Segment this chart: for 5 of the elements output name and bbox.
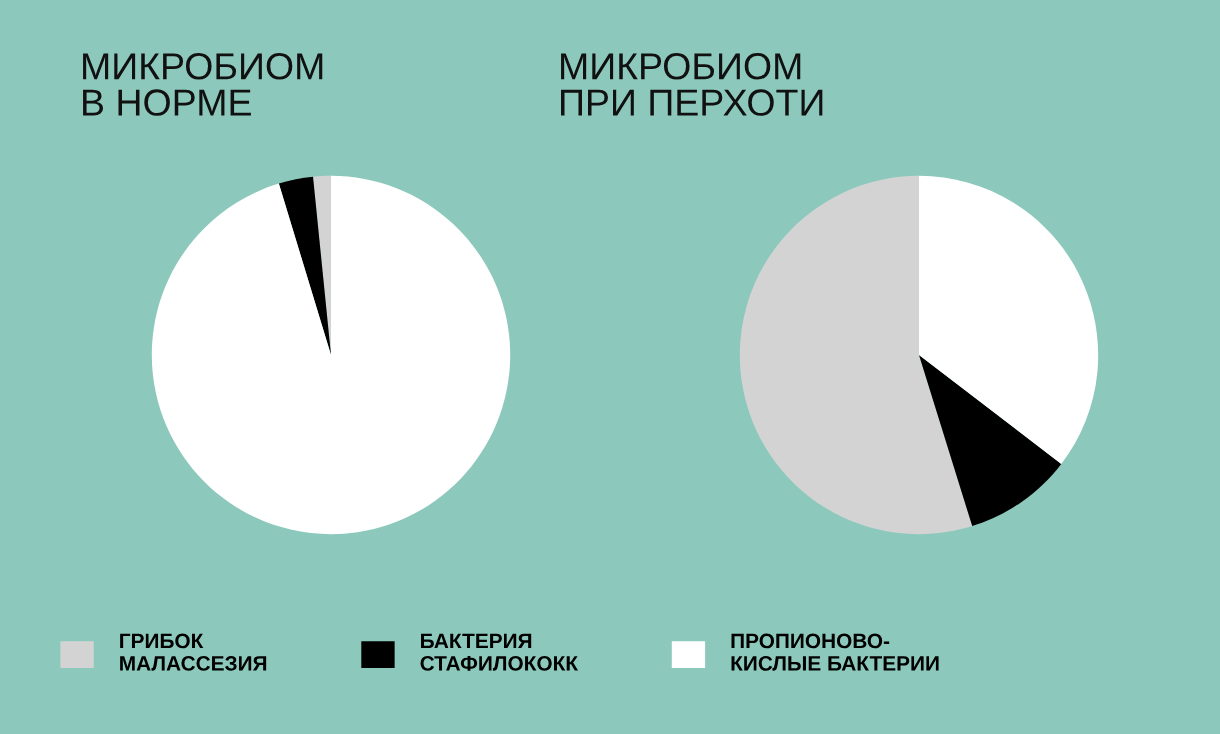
legend-label: ГРИБОК МАЛАССЕЗИЯ [120, 633, 267, 671]
legend-label: ПРОПИОНОВО- КИСЛЫЕ БАКТЕРИИ [731, 633, 939, 671]
chart-title: МИКРОБИОМ В НОРМЕ [83, 52, 323, 116]
chart-title: МИКРОБИОМ ПРИ ПЕРХОТИ [561, 52, 823, 116]
legend-label: БАКТЕРИЯ СТАФИЛОКОКК [420, 633, 579, 671]
